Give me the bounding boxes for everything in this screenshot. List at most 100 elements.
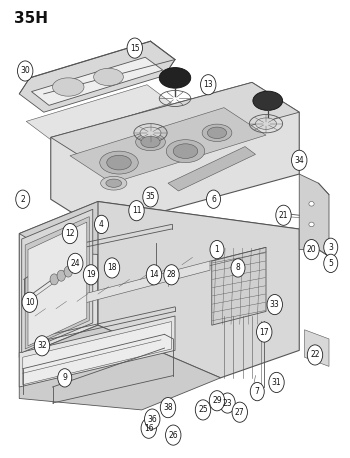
Text: 10: 10 <box>25 298 35 307</box>
Circle shape <box>195 400 211 420</box>
Polygon shape <box>28 222 87 346</box>
Polygon shape <box>32 57 163 105</box>
Ellipse shape <box>140 127 161 139</box>
Ellipse shape <box>94 68 123 86</box>
Text: 5: 5 <box>328 259 333 268</box>
Polygon shape <box>25 217 89 349</box>
Text: 18: 18 <box>107 263 117 273</box>
Ellipse shape <box>101 176 127 190</box>
Text: 7: 7 <box>255 387 260 396</box>
Circle shape <box>324 238 338 256</box>
Polygon shape <box>35 261 210 316</box>
Ellipse shape <box>202 124 232 142</box>
Polygon shape <box>26 85 172 140</box>
Ellipse shape <box>207 127 227 139</box>
Text: 30: 30 <box>20 66 30 76</box>
Text: 15: 15 <box>130 44 140 53</box>
Polygon shape <box>22 209 93 353</box>
Circle shape <box>257 322 272 342</box>
Text: 9: 9 <box>62 373 67 382</box>
Circle shape <box>292 150 307 170</box>
Text: 6: 6 <box>211 195 216 204</box>
Ellipse shape <box>141 136 160 148</box>
Ellipse shape <box>106 179 122 187</box>
Polygon shape <box>19 202 299 261</box>
Circle shape <box>18 61 33 81</box>
Circle shape <box>64 266 72 277</box>
Circle shape <box>68 253 83 273</box>
Text: 3: 3 <box>328 243 333 252</box>
Ellipse shape <box>256 118 276 130</box>
Text: 14: 14 <box>149 270 159 279</box>
Circle shape <box>94 215 108 234</box>
Ellipse shape <box>166 266 177 274</box>
Polygon shape <box>23 322 172 385</box>
Polygon shape <box>212 247 266 325</box>
Circle shape <box>164 265 179 285</box>
Text: 26: 26 <box>168 431 178 440</box>
Text: 24: 24 <box>70 259 80 268</box>
Circle shape <box>58 369 72 387</box>
Text: 29: 29 <box>212 396 222 405</box>
Circle shape <box>307 345 323 365</box>
Circle shape <box>166 425 181 445</box>
Circle shape <box>127 38 142 58</box>
Circle shape <box>83 265 99 285</box>
Text: 28: 28 <box>167 270 176 279</box>
Circle shape <box>276 205 291 225</box>
Ellipse shape <box>173 144 198 158</box>
Ellipse shape <box>309 202 314 206</box>
Circle shape <box>143 187 158 207</box>
Polygon shape <box>70 108 266 183</box>
Text: 8: 8 <box>236 263 240 273</box>
Circle shape <box>206 190 220 208</box>
Polygon shape <box>51 82 299 167</box>
Circle shape <box>57 270 65 281</box>
Circle shape <box>34 336 50 356</box>
Ellipse shape <box>107 155 131 170</box>
Circle shape <box>141 418 156 438</box>
Ellipse shape <box>100 151 138 174</box>
Circle shape <box>129 201 144 221</box>
Circle shape <box>16 190 30 208</box>
Ellipse shape <box>166 140 205 163</box>
Circle shape <box>62 224 78 244</box>
Circle shape <box>304 240 319 260</box>
Text: 23: 23 <box>223 398 232 408</box>
Circle shape <box>210 240 224 259</box>
Polygon shape <box>98 202 299 378</box>
Circle shape <box>267 294 282 315</box>
Polygon shape <box>19 325 220 410</box>
Polygon shape <box>168 147 256 191</box>
Circle shape <box>231 259 245 277</box>
Circle shape <box>104 258 120 278</box>
Text: 2: 2 <box>20 195 25 204</box>
Text: 21: 21 <box>279 211 288 220</box>
Text: 4: 4 <box>99 220 104 229</box>
Ellipse shape <box>136 133 165 151</box>
Polygon shape <box>19 41 175 112</box>
Polygon shape <box>51 82 299 229</box>
Circle shape <box>145 409 160 429</box>
Text: 35H: 35H <box>14 11 48 27</box>
Circle shape <box>269 372 284 393</box>
Text: 1: 1 <box>215 245 219 254</box>
Text: 13: 13 <box>203 80 213 89</box>
Text: 20: 20 <box>307 245 316 254</box>
Circle shape <box>232 402 247 422</box>
Text: 12: 12 <box>65 229 75 238</box>
Ellipse shape <box>159 68 191 88</box>
Circle shape <box>324 254 338 273</box>
Circle shape <box>22 292 37 312</box>
Polygon shape <box>304 330 329 366</box>
Text: 17: 17 <box>259 327 269 337</box>
Text: 27: 27 <box>235 408 245 417</box>
Text: 25: 25 <box>198 405 208 414</box>
Circle shape <box>201 75 216 95</box>
Polygon shape <box>19 316 175 387</box>
Text: 33: 33 <box>270 300 280 309</box>
Circle shape <box>220 393 235 413</box>
Text: 34: 34 <box>294 156 304 165</box>
Text: 35: 35 <box>146 192 155 202</box>
Ellipse shape <box>309 222 314 227</box>
